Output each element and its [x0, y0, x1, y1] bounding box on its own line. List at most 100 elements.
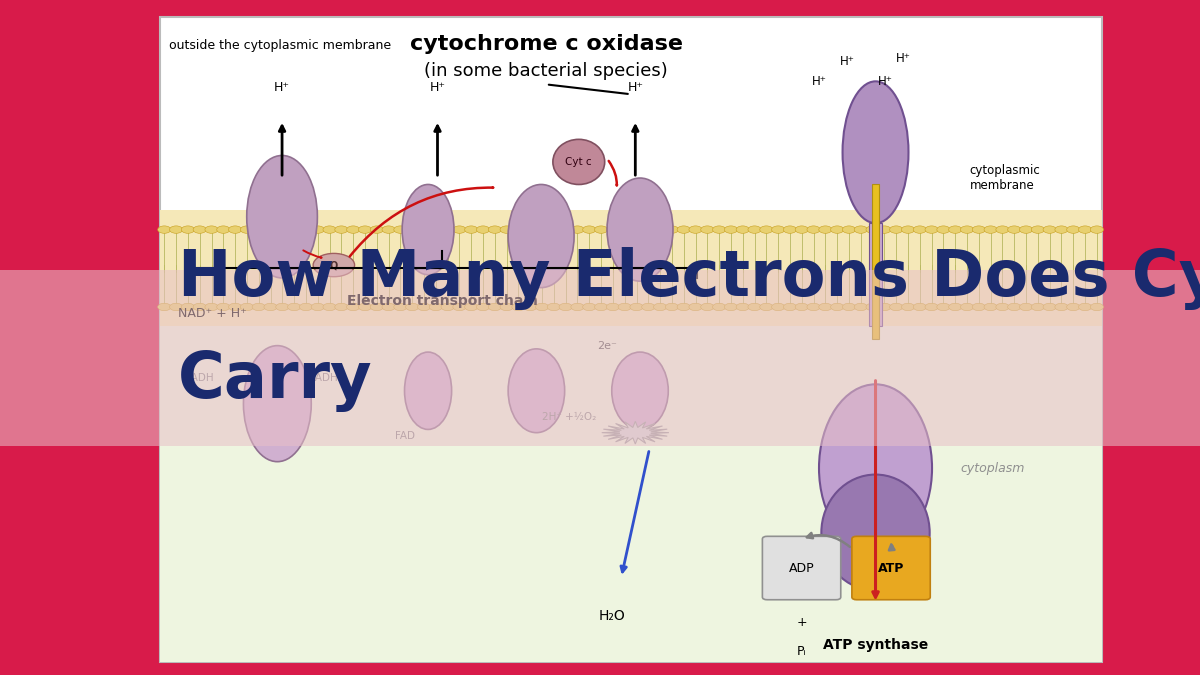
Circle shape: [818, 303, 832, 310]
Circle shape: [571, 226, 584, 234]
Circle shape: [452, 226, 466, 234]
Ellipse shape: [607, 178, 673, 281]
Circle shape: [347, 303, 360, 310]
Ellipse shape: [818, 384, 932, 552]
Text: H₂O: H₂O: [599, 610, 625, 624]
Circle shape: [1031, 226, 1044, 234]
Circle shape: [205, 226, 218, 234]
Circle shape: [1055, 303, 1068, 310]
Bar: [872, 184, 878, 339]
Circle shape: [276, 226, 289, 234]
Circle shape: [1067, 226, 1080, 234]
Text: H⁺: H⁺: [811, 75, 827, 88]
Circle shape: [772, 226, 785, 234]
Circle shape: [488, 303, 502, 310]
Circle shape: [193, 226, 206, 234]
FancyArrowPatch shape: [304, 250, 322, 258]
Text: outside the cytoplasmic membrane: outside the cytoplasmic membrane: [169, 39, 391, 53]
Circle shape: [559, 226, 572, 234]
Text: Cyt c: Cyt c: [565, 157, 592, 167]
Circle shape: [796, 226, 809, 234]
Circle shape: [842, 226, 856, 234]
Text: FADH₂: FADH₂: [311, 373, 342, 383]
Circle shape: [760, 226, 773, 234]
Circle shape: [512, 226, 526, 234]
Text: H⁺: H⁺: [877, 75, 893, 88]
Circle shape: [347, 226, 360, 234]
Circle shape: [725, 226, 738, 234]
Circle shape: [842, 303, 856, 310]
Circle shape: [169, 226, 182, 234]
Circle shape: [252, 303, 265, 310]
Circle shape: [205, 303, 218, 310]
Circle shape: [276, 303, 289, 310]
Circle shape: [228, 303, 241, 310]
Text: cytochrome c oxidase: cytochrome c oxidase: [409, 34, 683, 54]
Circle shape: [370, 303, 383, 310]
Circle shape: [299, 226, 312, 234]
Circle shape: [1091, 226, 1104, 234]
Text: +: +: [797, 616, 806, 629]
Circle shape: [523, 226, 536, 234]
Circle shape: [418, 303, 431, 310]
Text: ATP: ATP: [878, 562, 905, 574]
Circle shape: [228, 226, 241, 234]
Circle shape: [606, 226, 619, 234]
Circle shape: [618, 226, 631, 234]
Circle shape: [796, 303, 809, 310]
Circle shape: [452, 303, 466, 310]
Circle shape: [748, 226, 761, 234]
Circle shape: [925, 226, 938, 234]
Circle shape: [193, 303, 206, 310]
Circle shape: [854, 303, 868, 310]
Ellipse shape: [244, 346, 311, 462]
Circle shape: [535, 226, 548, 234]
Circle shape: [1008, 303, 1021, 310]
Text: Electron transport chain: Electron transport chain: [347, 294, 538, 308]
Circle shape: [854, 226, 868, 234]
Text: ATP synthase: ATP synthase: [823, 639, 928, 652]
Circle shape: [1020, 303, 1033, 310]
FancyArrowPatch shape: [349, 188, 493, 256]
Circle shape: [913, 303, 926, 310]
Circle shape: [830, 226, 844, 234]
Ellipse shape: [842, 82, 908, 223]
Circle shape: [760, 303, 773, 310]
FancyBboxPatch shape: [852, 537, 930, 599]
Text: NAD⁺ + H⁺: NAD⁺ + H⁺: [179, 307, 247, 320]
Circle shape: [1079, 303, 1092, 310]
Circle shape: [359, 303, 372, 310]
Circle shape: [240, 303, 253, 310]
FancyBboxPatch shape: [762, 537, 841, 599]
Circle shape: [313, 253, 354, 277]
Circle shape: [972, 226, 985, 234]
Circle shape: [878, 303, 892, 310]
Circle shape: [359, 226, 372, 234]
Circle shape: [677, 226, 690, 234]
Circle shape: [418, 226, 431, 234]
Circle shape: [594, 226, 607, 234]
Text: 2H⁺ +½O₂: 2H⁺ +½O₂: [542, 412, 596, 422]
Circle shape: [523, 303, 536, 310]
Circle shape: [547, 303, 560, 310]
Ellipse shape: [402, 184, 454, 275]
Circle shape: [606, 303, 619, 310]
Circle shape: [169, 303, 182, 310]
Circle shape: [949, 226, 962, 234]
Circle shape: [772, 303, 785, 310]
Circle shape: [535, 303, 548, 310]
Circle shape: [1055, 226, 1068, 234]
Text: H⁺: H⁺: [896, 52, 911, 65]
Text: cytoplasm: cytoplasm: [960, 462, 1025, 475]
Circle shape: [972, 303, 985, 310]
Circle shape: [806, 226, 820, 234]
Circle shape: [784, 226, 797, 234]
Circle shape: [665, 303, 678, 310]
Circle shape: [642, 303, 655, 310]
Text: H⁺: H⁺: [628, 81, 643, 95]
Circle shape: [713, 303, 726, 310]
Text: H⁺: H⁺: [274, 81, 290, 95]
Circle shape: [323, 226, 336, 234]
Text: 2e⁻: 2e⁻: [598, 341, 617, 350]
Circle shape: [784, 303, 797, 310]
